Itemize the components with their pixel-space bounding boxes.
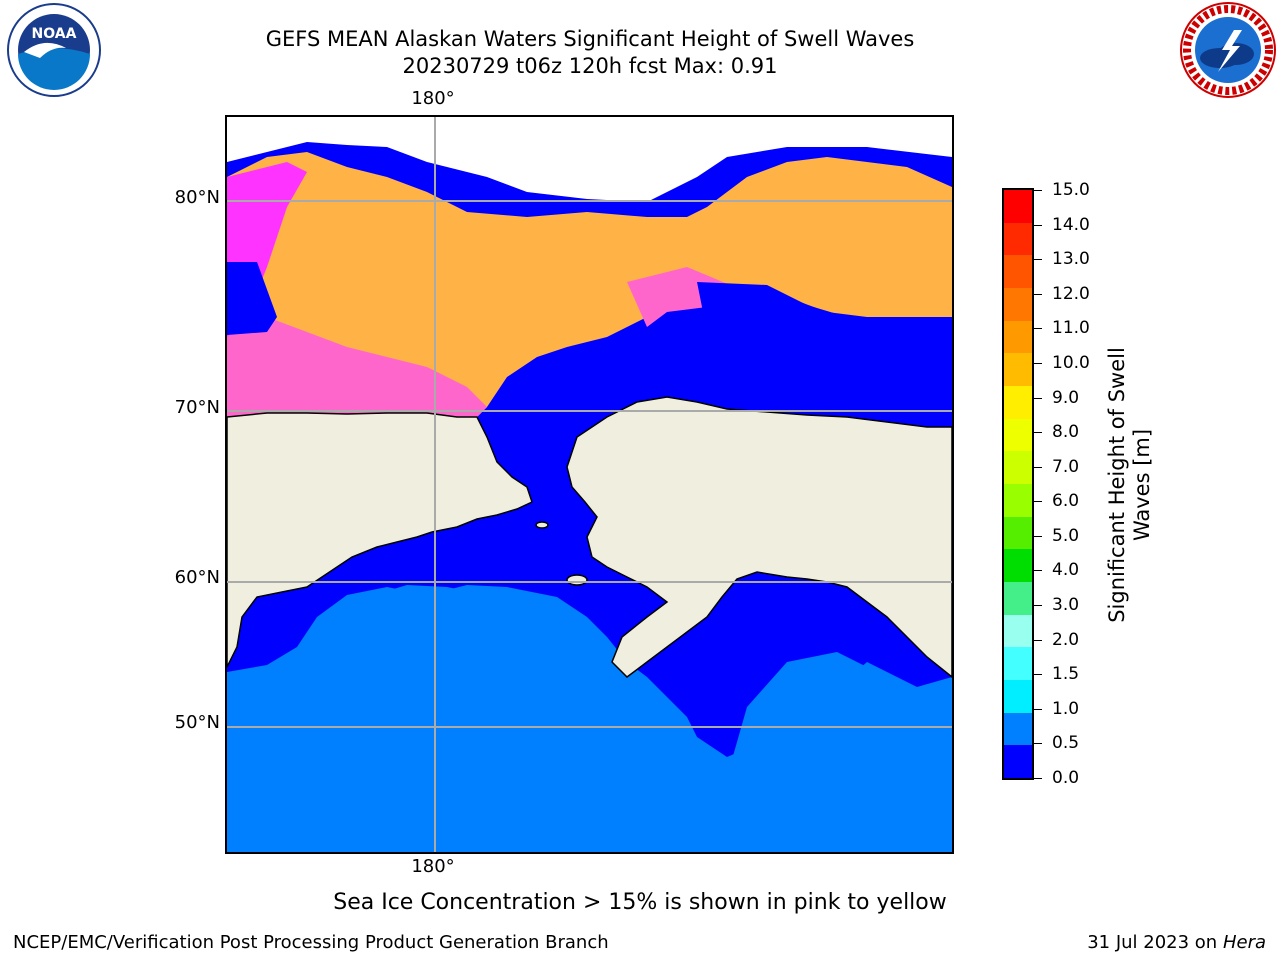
colorbar-segment (1004, 418, 1032, 452)
land-st-lawrence-island (566, 574, 588, 586)
colorbar-segment (1004, 647, 1032, 681)
colorbar-tick-label: 3.0 (1052, 595, 1080, 616)
colorbar-tick-mark (1034, 743, 1042, 745)
colorbar-segment (1004, 320, 1032, 354)
colorbar-tick-label: 10.0 (1052, 352, 1090, 373)
colorbar-tick-label: 7.0 (1052, 456, 1080, 477)
colorbar-tick-label: 8.0 (1052, 422, 1080, 443)
colorbar-tick-mark (1034, 293, 1042, 295)
colorbar-tick-mark (1034, 535, 1042, 537)
colorbar-tick-label: 14.0 (1052, 214, 1090, 235)
colorbar-segment (1004, 712, 1032, 746)
land-small-island (535, 521, 549, 529)
footer-date-text: 31 Jul 2023 on (1087, 932, 1223, 953)
land-siberia (227, 412, 533, 668)
colorbar-tick-label: 11.0 (1052, 318, 1090, 339)
colorbar-tick-label: 13.0 (1052, 249, 1090, 270)
colorbar-segment (1004, 222, 1032, 256)
swell-region-mid (727, 652, 952, 852)
footer-date: 31 Jul 2023 on Hera (1087, 932, 1266, 953)
colorbar-tick-mark (1034, 674, 1042, 676)
land-alaska (566, 396, 952, 678)
footer-host: Hera (1222, 932, 1266, 953)
colorbar-segment (1004, 255, 1032, 289)
colorbar-segment (1004, 516, 1032, 550)
nws-logo-icon (1178, 0, 1278, 100)
swell-region-islands (367, 585, 497, 645)
colorbar-segment (1004, 680, 1032, 714)
no-data-area-north (227, 117, 952, 202)
colorbar-tick-label: 2.0 (1052, 629, 1080, 650)
map-gridlines (227, 117, 952, 852)
colorbar-title: Significant Height of Swell Waves [m] (1105, 347, 1155, 623)
open-water-beaufort (697, 282, 952, 357)
sea-ice-edge-pink (227, 317, 487, 419)
colorbar-tick-label: 1.5 (1052, 664, 1080, 685)
chart-subtitle: 20230729 t06z 120h fcst Max: 0.91 (402, 54, 778, 78)
colorbar-tick-label: 5.0 (1052, 525, 1080, 546)
colorbar-segment (1004, 582, 1032, 616)
colorbar-tick-mark (1034, 362, 1042, 364)
colorbar-tick-mark (1034, 605, 1042, 607)
colorbar-title-line2: Waves [m] (1130, 428, 1154, 542)
open-water-pocket (227, 262, 277, 335)
sea-ice-region (227, 152, 952, 419)
colorbar-tick-label: 12.0 (1052, 283, 1090, 304)
colorbar-tick-label: 1.0 (1052, 698, 1080, 719)
colorbar-tick-mark (1034, 778, 1042, 779)
colorbar (1002, 188, 1034, 780)
colorbar-tick-mark (1034, 501, 1042, 503)
sea-ice-note: Sea Ice Concentration > 15% is shown in … (333, 890, 947, 915)
colorbar-tick-label: 0.0 (1052, 768, 1080, 788)
colorbar-tick-mark (1034, 224, 1042, 226)
chart-title: GEFS MEAN Alaskan Waters Significant Hei… (265, 27, 915, 51)
colorbar-tick-mark (1034, 639, 1042, 641)
colorbar-tick-mark (1034, 466, 1042, 468)
colorbar-segment (1004, 386, 1032, 420)
colorbar-tick-mark (1034, 397, 1042, 399)
colorbar-tick-mark (1034, 708, 1042, 710)
colorbar-tick-mark (1034, 190, 1042, 191)
colorbar-title-line1: Significant Height of Swell (1105, 347, 1129, 623)
colorbar-segment (1004, 549, 1032, 583)
lat-label-80n: 80°N (174, 187, 220, 208)
colorbar-segment (1004, 614, 1032, 648)
colorbar-segment (1004, 745, 1032, 779)
colorbar-tick-label: 4.0 (1052, 560, 1080, 581)
colorbar-tick-label: 6.0 (1052, 491, 1080, 512)
colorbar-tick-mark (1034, 259, 1042, 261)
colorbar-tick-label: 15.0 (1052, 180, 1090, 200)
colorbar-tick-label: 9.0 (1052, 387, 1080, 408)
map-canvas (227, 117, 952, 852)
colorbar-segment (1004, 353, 1032, 387)
lat-label-50n: 50°N (174, 712, 220, 733)
colorbar-segment (1004, 288, 1032, 322)
lat-label-60n: 60°N (174, 567, 220, 588)
noaa-logo-icon: NOAA (4, 2, 104, 98)
lon-label-bottom: 180° (411, 856, 455, 877)
lon-label-top: 180° (411, 88, 455, 109)
colorbar-tick-label: 0.5 (1052, 733, 1080, 754)
lat-label-70n: 70°N (174, 397, 220, 418)
colorbar-segment (1004, 484, 1032, 518)
colorbar-tick-mark (1034, 328, 1042, 330)
noaa-logo-text: NOAA (32, 26, 77, 42)
colorbar-tick-mark (1034, 570, 1042, 572)
map-plot-area (225, 115, 954, 854)
colorbar-segment (1004, 451, 1032, 485)
colorbar-tick-mark (1034, 432, 1042, 434)
colorbar-segment (1004, 190, 1032, 224)
footer-credit: NCEP/EMC/Verification Post Processing Pr… (13, 932, 609, 953)
